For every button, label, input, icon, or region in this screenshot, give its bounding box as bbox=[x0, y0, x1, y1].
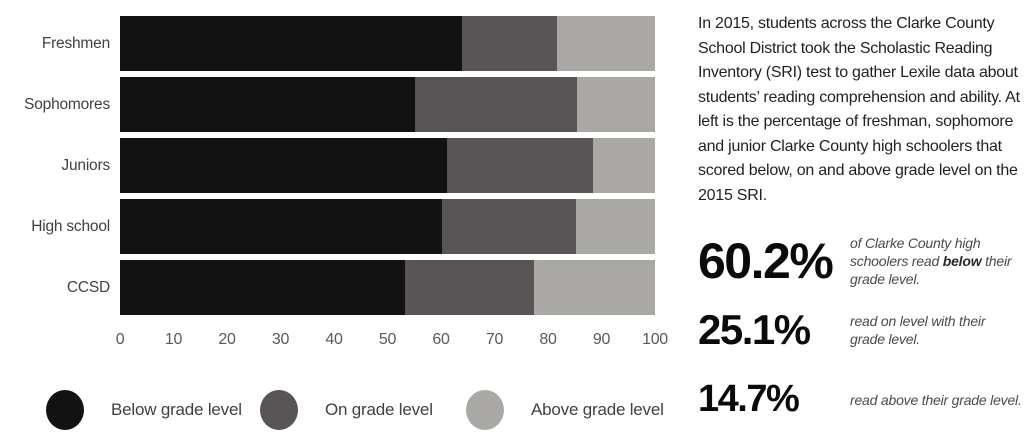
bar-segment-below-grade-level bbox=[120, 260, 406, 315]
category-label: Juniors bbox=[61, 156, 110, 174]
chart-legend: Below grade level On grade level Above gra… bbox=[0, 388, 690, 432]
stat-desc-on: read on level with their grade level. bbox=[850, 313, 986, 347]
chart-row-ccsd: CCSD bbox=[0, 260, 655, 315]
stat-value-on: 25.1% bbox=[698, 306, 811, 353]
intro-paragraph: In 2015, students across the Clarke Coun… bbox=[698, 15, 1020, 204]
stat-above-grade-level: 14.7% read above their grade level. bbox=[698, 378, 1034, 421]
bar-segment-on-grade-level bbox=[461, 16, 558, 71]
stacked-bar bbox=[120, 138, 655, 193]
x-tick-label: 70 bbox=[485, 331, 504, 348]
x-tick-label: 60 bbox=[432, 331, 450, 348]
stat-value-below: 60.2% bbox=[698, 233, 834, 289]
x-tick-label: 0 bbox=[115, 331, 125, 348]
bar-segment-below-grade-level bbox=[120, 77, 415, 132]
bar-segment-on-grade-level bbox=[414, 77, 577, 132]
stacked-bar bbox=[120, 260, 655, 315]
chart-row-juniors: Juniors bbox=[0, 138, 655, 193]
category-label: High school bbox=[31, 217, 110, 235]
bar-segment-on-grade-level bbox=[442, 199, 577, 254]
chart-row-high-school: High school bbox=[0, 199, 655, 254]
bar-segment-above-grade-level bbox=[592, 138, 655, 193]
stat-desc-below-suffix: their grade level. bbox=[850, 253, 1012, 287]
stat-desc-below: of Clarke County high schoolers read bel… bbox=[850, 234, 1032, 288]
x-tick-label: 40 bbox=[325, 331, 343, 348]
legend-item-above-grade-level: Above grade level bbox=[466, 388, 664, 432]
legend-label: On grade level bbox=[325, 400, 433, 419]
stat-desc-below-prefix: of Clarke County high schoolers read bbox=[850, 235, 981, 269]
stat-on-grade-level: 25.1% read on level with their grade lev… bbox=[698, 306, 1034, 354]
chart-rows: Freshmen Sophomores Juniors High school CCSD bbox=[0, 16, 655, 315]
x-tick-label: 80 bbox=[539, 331, 557, 348]
x-tick-label: 30 bbox=[271, 331, 290, 348]
category-label: Sophomores bbox=[24, 95, 110, 113]
sidebar: In 2015, students across the Clarke Coun… bbox=[696, 0, 1034, 443]
bar-segment-below-grade-level bbox=[120, 138, 447, 193]
legend-swatch-icon bbox=[46, 390, 84, 430]
x-axis: 0 10 20 30 40 50 60 70 80 90 100 bbox=[116, 331, 669, 351]
stat-below-grade-level: 60.2% of Clarke County high schoolers re… bbox=[698, 232, 1034, 290]
reading-level-chart: Freshmen Sophomores Juniors High school CCSD… bbox=[0, 16, 690, 432]
legend-label: Below grade level bbox=[111, 400, 242, 419]
bar-segment-above-grade-level bbox=[576, 199, 655, 254]
bar-segment-above-grade-level bbox=[557, 16, 655, 71]
stacked-bar bbox=[120, 199, 655, 254]
bar-segment-below-grade-level bbox=[120, 199, 443, 254]
chart-row-sophomores: Sophomores bbox=[0, 77, 655, 132]
x-tick-label: 20 bbox=[218, 331, 236, 348]
chart-row-freshmen: Freshmen bbox=[0, 16, 655, 71]
bar-segment-on-grade-level bbox=[405, 260, 535, 315]
bar-segment-above-grade-level bbox=[534, 260, 655, 315]
legend-item-on-grade-level: On grade level bbox=[260, 388, 433, 432]
legend-swatch-icon bbox=[466, 390, 504, 430]
x-tick-label: 50 bbox=[378, 331, 397, 348]
stacked-bar bbox=[120, 77, 655, 132]
legend-item-below-grade-level: Below grade level bbox=[46, 388, 242, 432]
bar-segment-on-grade-level bbox=[446, 138, 593, 193]
stat-desc-below-bold: below bbox=[942, 253, 982, 269]
stat-value-above: 14.7% bbox=[698, 378, 800, 420]
x-tick-label: 90 bbox=[592, 331, 611, 348]
bar-segment-above-grade-level bbox=[576, 77, 655, 132]
category-label: CCSD bbox=[66, 278, 110, 296]
legend-swatch-icon bbox=[260, 390, 298, 430]
legend-label: Above grade level bbox=[531, 400, 664, 419]
bar-segment-below-grade-level bbox=[120, 16, 462, 71]
stat-desc-above: read above their grade level. bbox=[850, 391, 1022, 408]
category-label: Freshmen bbox=[41, 34, 110, 52]
stacked-bar bbox=[120, 16, 655, 71]
x-tick-label: 100 bbox=[642, 331, 668, 348]
x-tick-label: 10 bbox=[164, 331, 183, 348]
